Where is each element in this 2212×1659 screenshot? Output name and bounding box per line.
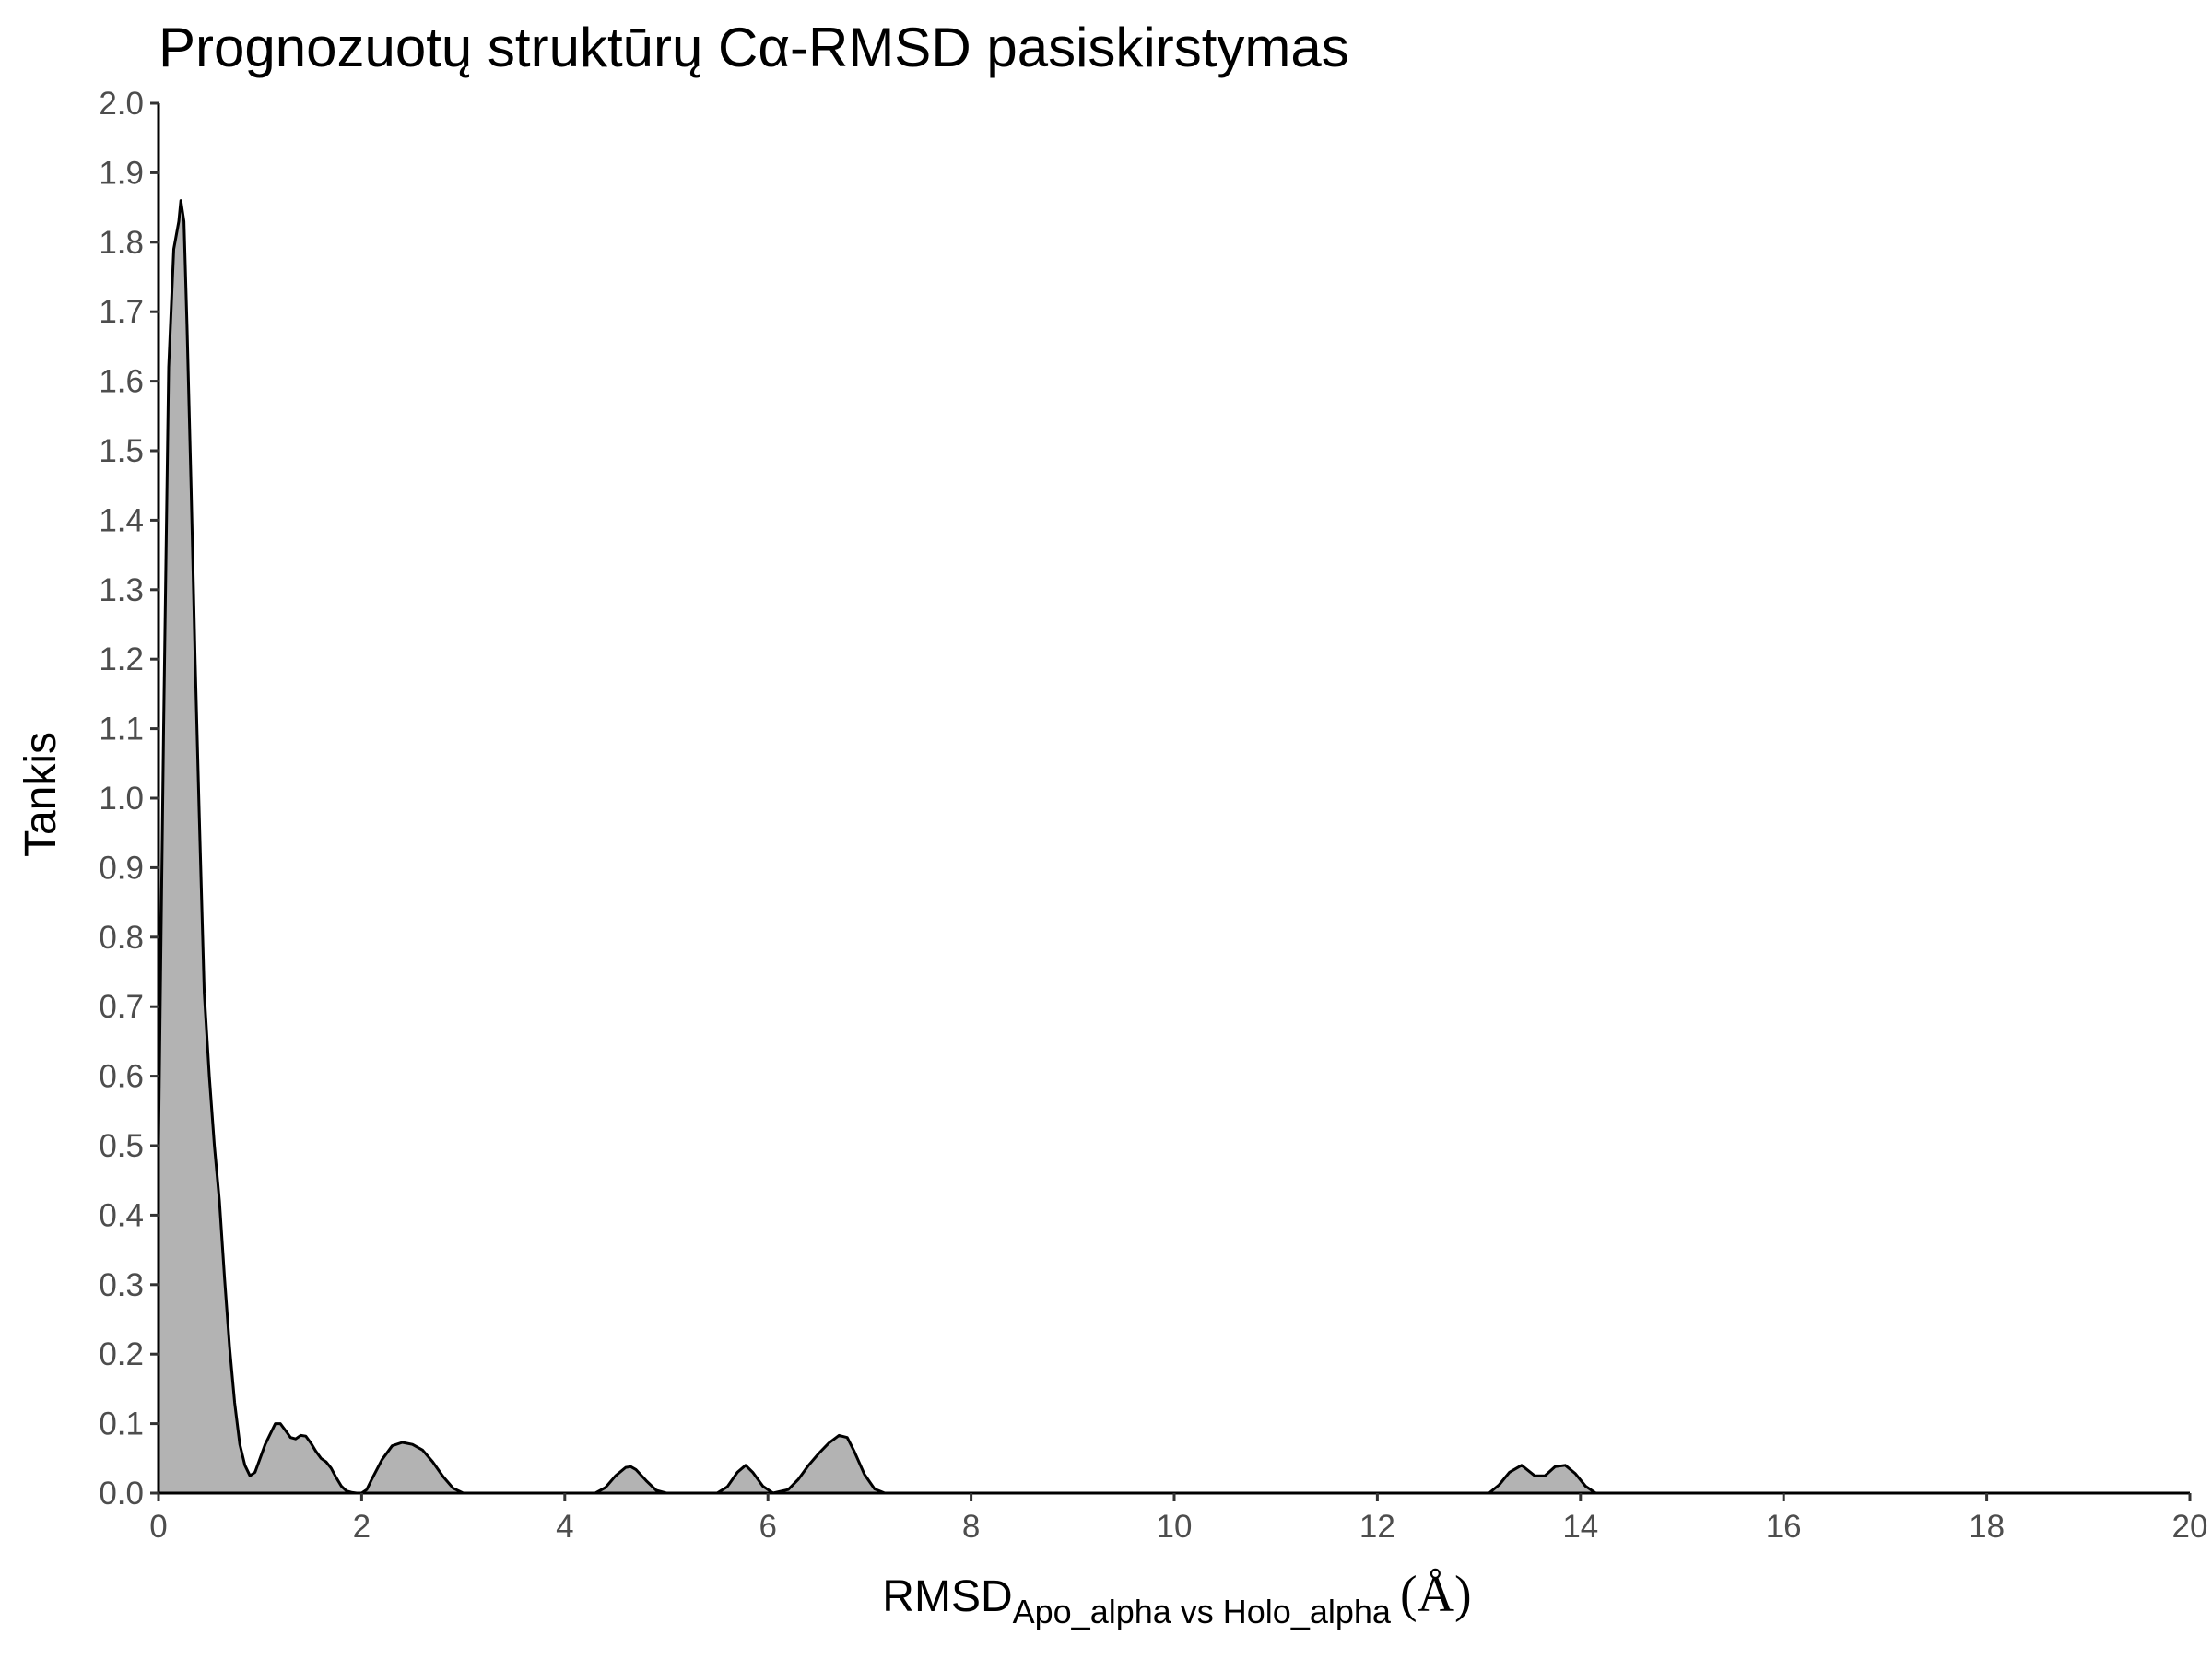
y-axis-ticks: 0.0 0.1 0.2 0.3 0.4 0.5 0.6 0.7 0.8 0.9 1.0 1.1 1.2 1… xyxy=(99,86,159,1512)
y-tick-label: 0.6 xyxy=(99,1059,144,1095)
x-tick-label: 10 xyxy=(1157,1509,1193,1545)
x-axis-title-unit: (Å) xyxy=(1400,1566,1472,1623)
x-tick-label: 6 xyxy=(759,1509,776,1545)
density-area xyxy=(159,200,2190,1494)
y-tick-label: 0.1 xyxy=(99,1406,144,1442)
y-axis-title: Tankis xyxy=(17,732,65,857)
y-tick-label: 2.0 xyxy=(99,86,144,122)
y-tick-label: 0.7 xyxy=(99,989,144,1025)
y-tick-label: 1.2 xyxy=(99,641,144,677)
y-tick-label: 1.7 xyxy=(99,294,144,330)
x-tick-label: 14 xyxy=(1562,1509,1598,1545)
y-tick-label: 0.0 xyxy=(99,1476,144,1512)
density-line xyxy=(157,199,2190,1495)
y-tick-label: 1.6 xyxy=(99,364,144,400)
plot-area xyxy=(157,199,2190,1495)
y-tick-label: 1.1 xyxy=(99,712,144,747)
x-axis-title-main: RMSD xyxy=(882,1572,1012,1621)
x-tick-label: 8 xyxy=(962,1509,980,1545)
y-tick-label: 0.9 xyxy=(99,850,144,886)
y-tick-label: 1.8 xyxy=(99,225,144,261)
x-tick-label: 16 xyxy=(1766,1509,1802,1545)
x-tick-label: 4 xyxy=(556,1509,573,1545)
x-tick-label: 18 xyxy=(1969,1509,2005,1545)
y-tick-label: 1.3 xyxy=(99,572,144,608)
x-axis-ticks: 0 2 4 6 8 10 12 14 16 18 20 xyxy=(149,1493,2207,1545)
y-tick-label: 0.4 xyxy=(99,1197,144,1233)
x-tick-label: 0 xyxy=(149,1509,167,1545)
x-tick-label: 2 xyxy=(353,1509,371,1545)
y-tick-label: 1.5 xyxy=(99,433,144,469)
chart-title: Prognozuotų struktūrų Cα-RMSD pasiskirst… xyxy=(159,17,1349,78)
x-tick-label: 20 xyxy=(2172,1509,2208,1545)
x-tick-label: 12 xyxy=(1359,1509,1395,1545)
y-tick-label: 1.4 xyxy=(99,502,144,538)
y-tick-label: 1.9 xyxy=(99,155,144,191)
y-tick-label: 1.0 xyxy=(99,781,144,817)
y-tick-label: 0.3 xyxy=(99,1267,144,1303)
x-axis-title: RMSDApo_alpha vs Holo_alpha (Å) xyxy=(882,1566,1471,1630)
x-axis-title-subscript: Apo_alpha vs Holo_alpha xyxy=(1013,1593,1392,1630)
y-tick-label: 0.2 xyxy=(99,1336,144,1372)
y-tick-label: 0.8 xyxy=(99,920,144,956)
y-tick-label: 0.5 xyxy=(99,1128,144,1164)
